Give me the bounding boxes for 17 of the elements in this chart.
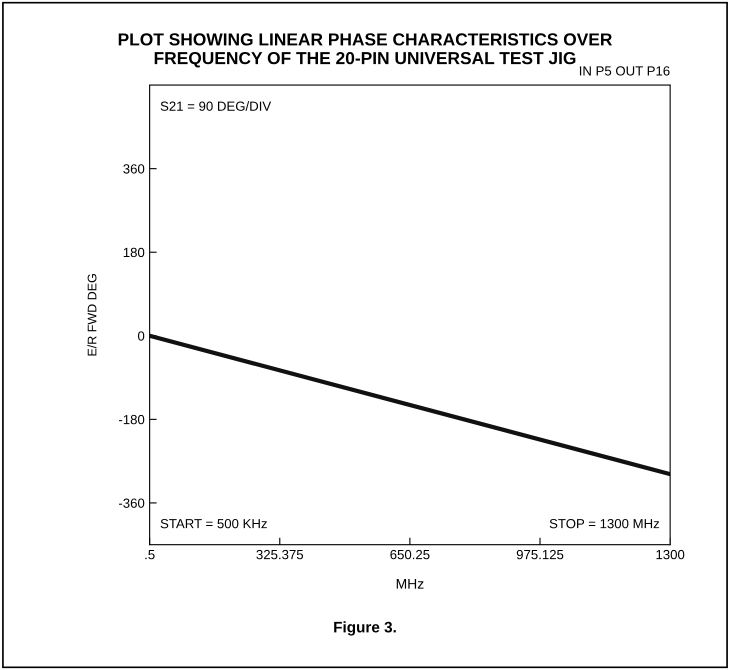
x-axis-title: MHz (396, 579, 424, 589)
x-tick-label: 975.125 (516, 550, 564, 560)
annotation: STOP = 1300 MHz (550, 518, 660, 528)
x-tick-label: 650.25 (390, 550, 430, 560)
y-tick-label: 360 (123, 164, 144, 174)
x-tick-label: 1300 (656, 550, 684, 560)
y-axis-title: E/R FWD DEG (87, 274, 96, 356)
annotation: START = 500 KHz (160, 518, 267, 528)
annotation: S21 = 90 DEG/DIV (160, 101, 272, 111)
caption: Figure 3. (334, 621, 396, 636)
y-tick-label: 180 (124, 248, 144, 258)
y-tick-label: 0 (138, 331, 144, 341)
y-tick-label: -360 (118, 498, 144, 508)
x-tick-label: .5 (145, 550, 155, 560)
x-tick-label: 325.375 (256, 550, 304, 560)
y-tick-label: -180 (118, 414, 144, 424)
text: IN P5 OUT P16 (580, 66, 670, 76)
